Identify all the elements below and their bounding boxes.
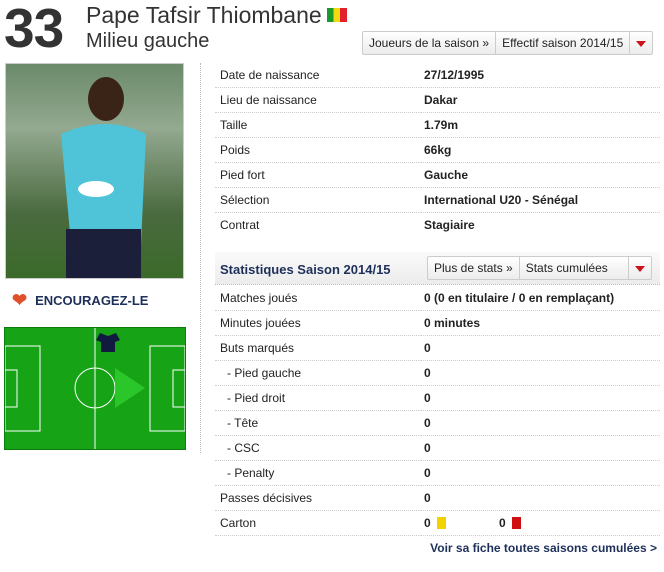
info-row: Poids 66kg [215,137,660,163]
squad-select[interactable]: Effectif saison 2014/15 [496,32,631,54]
chevron-down-icon [634,265,645,272]
position-pitch [4,327,186,450]
column-divider [200,63,201,453]
squad-dropdown-button[interactable] [630,32,652,54]
chevron-down-icon [636,40,647,47]
season-players-button[interactable]: Joueurs de la saison » [363,32,497,54]
stat-row: - Penalty 0 [215,460,660,486]
senegal-flag-icon [326,8,347,22]
shirt-number: 33 [4,0,64,59]
all-seasons-link[interactable]: Voir sa fiche toutes saisons cumulées > [430,541,657,555]
info-row: Pied fort Gauche [215,162,660,188]
red-card-icon [511,517,521,529]
stat-row: Buts marqués 0 [215,335,660,361]
stats-table: Matches joués 0 (0 en titulaire / 0 en re… [215,286,660,536]
stat-row: Matches joués 0 (0 en titulaire / 0 en re… [215,286,660,311]
stat-row: - Pied droit 0 [215,385,660,411]
encourage-button[interactable]: ❤ ENCOURAGEZ-LE [12,290,149,310]
player-photo [5,63,184,279]
stat-row: - Pied gauche 0 [215,360,660,386]
info-row: Sélection International U20 - Sénégal [215,187,660,213]
stats-dropdown-button[interactable] [629,257,651,279]
info-row: Lieu de naissance Dakar [215,87,660,113]
stats-header: Statistiques Saison 2014/15 Plus de stat… [215,252,660,285]
stats-type-select[interactable]: Stats cumulées [520,257,629,279]
info-row: Contrat Stagiaire [220,218,475,232]
player-info-table: Date de naissance 27/12/1995 Lieu de nais… [215,63,660,237]
player-name: Pape Tafsir Thiombane [86,2,347,29]
info-row: Date de naissance 27/12/1995 [215,63,660,88]
cards-row: Carton 0 0 [215,510,660,536]
heart-icon: ❤ [12,290,28,310]
stat-row: Minutes jouées 0 minutes [215,310,660,336]
stat-row: Passes décisives 0 [215,485,660,511]
info-row: Taille 1.79m [215,112,660,138]
player-position: Milieu gauche [86,30,210,52]
stat-row: - CSC 0 [215,435,660,461]
stats-title: Statistiques Saison 2014/15 [220,262,391,277]
stats-controls: Plus de stats » Stats cumulées [427,256,652,280]
season-nav: Joueurs de la saison » Effectif saison 2… [362,31,654,55]
yellow-card-icon [436,517,446,529]
more-stats-button[interactable]: Plus de stats » [428,257,520,279]
stat-row: - Tête 0 [215,410,660,436]
